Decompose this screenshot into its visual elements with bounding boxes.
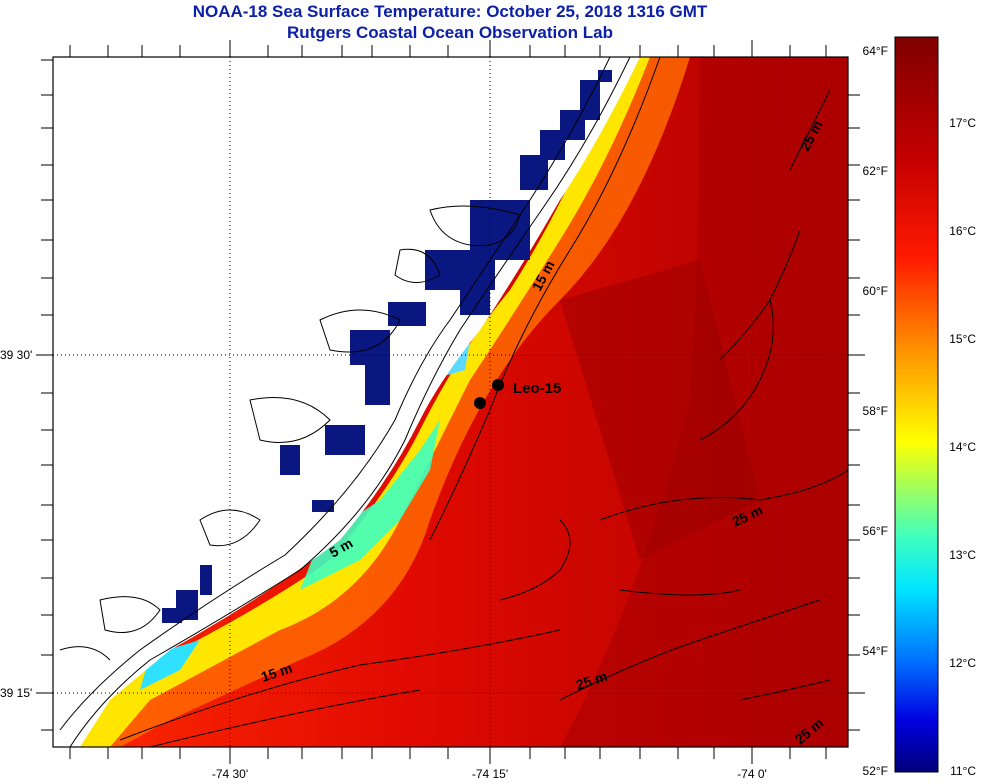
lon-label-2: -74 15' <box>472 767 508 781</box>
colorbar-c-label: 13°C <box>949 548 976 562</box>
leo15-station: Leo-15 <box>474 379 561 409</box>
colorbar-c-label: 12°C <box>949 656 976 670</box>
lat-label-1: 39 30' <box>0 348 32 362</box>
colorbar-f-label: 60°F <box>863 284 888 298</box>
graticule <box>53 57 848 747</box>
axis-ticks <box>36 40 865 764</box>
colorbar-f-label: 58°F <box>863 404 888 418</box>
colorbar-c-label: 16°C <box>949 224 976 238</box>
colorbar-gradient <box>894 36 939 773</box>
sst-field <box>53 57 848 747</box>
colorbar-c-label: 17°C <box>949 116 976 130</box>
station-label: Leo-15 <box>513 380 561 397</box>
lon-label-3: -74 0' <box>737 767 767 781</box>
map-title: NOAA-18 Sea Surface Temperature: October… <box>192 2 708 21</box>
colorbar-f-label: 54°F <box>863 644 888 658</box>
colorbar-f-label: 64°F <box>863 44 888 58</box>
colorbar: 64°F 62°F 60°F 58°F 56°F 54°F 52°F 17°C … <box>863 36 976 778</box>
station-marker-2 <box>474 397 486 409</box>
colorbar-f-label: 52°F <box>863 764 888 778</box>
colorbar-c-label: 15°C <box>949 332 976 346</box>
station-marker <box>492 379 504 391</box>
colorbar-f-label: 62°F <box>863 164 888 178</box>
colorbar-f-label: 56°F <box>863 524 888 538</box>
lat-label-2: 39 15' <box>0 686 32 700</box>
map-subtitle: Rutgers Coastal Ocean Observation Lab <box>287 23 613 42</box>
lon-label-1: -74 30' <box>212 767 248 781</box>
map-frame <box>52 56 849 748</box>
colorbar-c-label: 11°C <box>950 764 976 778</box>
colorbar-c-label: 14°C <box>949 440 976 454</box>
